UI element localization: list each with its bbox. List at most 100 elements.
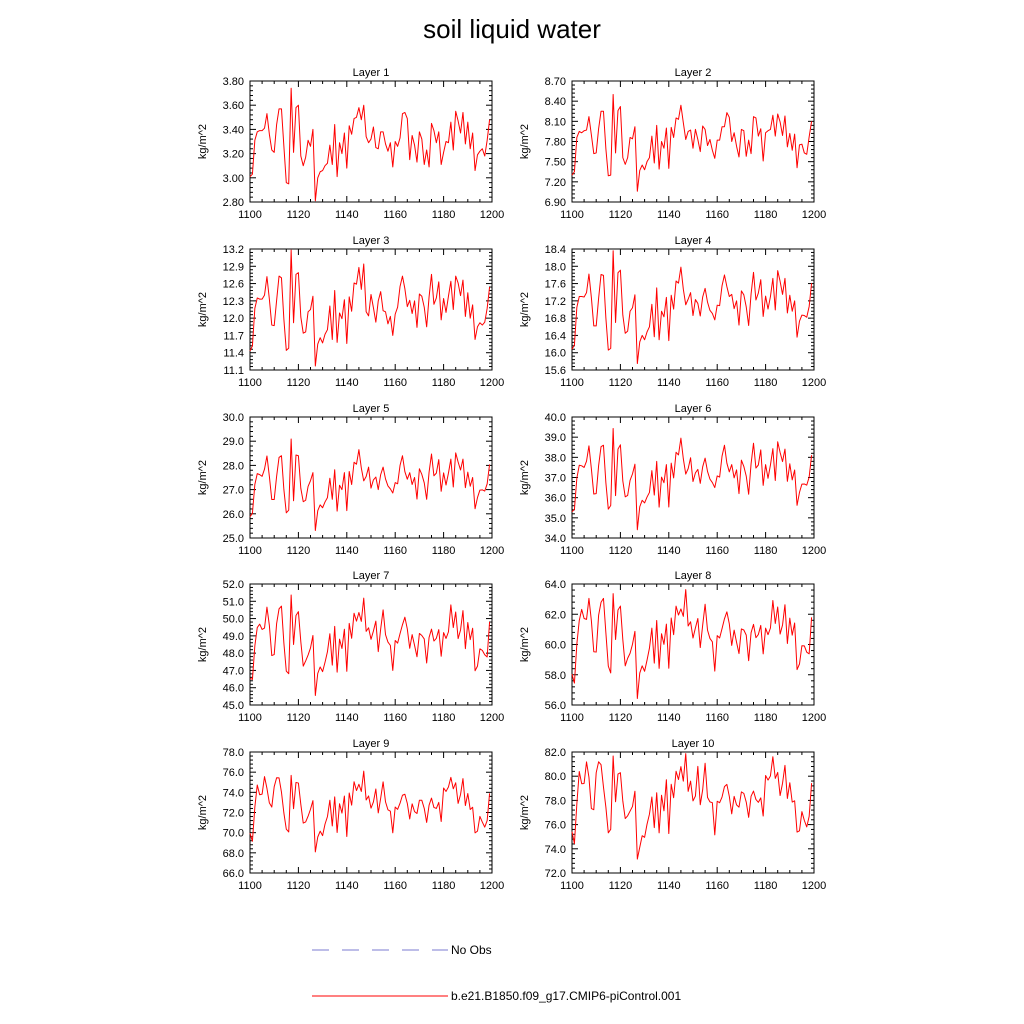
- y-tick-label: 6.90: [545, 197, 566, 209]
- x-tick-label: 1180: [432, 712, 456, 724]
- y-tick-label: 17.6: [545, 279, 566, 291]
- x-tick-label: 1140: [657, 377, 681, 389]
- x-tick-label: 1140: [657, 545, 681, 557]
- x-tick-label: 1200: [802, 377, 826, 389]
- y-tick-label: 72.0: [545, 868, 566, 880]
- series-line: [571, 589, 813, 699]
- x-tick-label: 1200: [802, 712, 826, 724]
- y-tick-label: 62.0: [545, 609, 566, 621]
- plot-frame: [571, 248, 815, 371]
- y-tick-label: 78.0: [545, 795, 566, 807]
- panel-title: Layer 2: [675, 67, 712, 79]
- legend: No Obs b.e21.B1850.f09_g17.CMIP6-piContro…: [312, 943, 681, 1003]
- x-tick-label: 1140: [657, 712, 681, 724]
- y-tick-label: 3.60: [223, 100, 244, 112]
- x-tick-label: 1140: [335, 377, 359, 389]
- x-tick-label: 1160: [705, 880, 729, 892]
- panel-title: Layer 7: [353, 570, 390, 582]
- y-tick-label: 11.1: [223, 365, 244, 377]
- y-axis-label: kg/m^2: [519, 627, 531, 662]
- y-tick-label: 72.0: [223, 808, 244, 820]
- y-tick-label: 7.80: [545, 137, 566, 149]
- plot-frame: [249, 751, 493, 874]
- x-tick-label: 1100: [238, 377, 262, 389]
- y-tick-label: 78.0: [223, 747, 244, 759]
- series-line: [571, 428, 813, 531]
- y-tick-label: 7.50: [545, 157, 566, 169]
- x-tick-label: 1100: [560, 545, 584, 557]
- x-tick-label: 1200: [802, 545, 826, 557]
- x-tick-label: 1180: [432, 209, 456, 221]
- x-tick-label: 1160: [383, 545, 407, 557]
- panel-title: Layer 9: [353, 738, 390, 750]
- x-tick-label: 1100: [238, 880, 262, 892]
- y-tick-label: 16.4: [545, 330, 566, 342]
- y-axis-label: kg/m^2: [519, 292, 531, 327]
- y-tick-label: 12.3: [223, 296, 244, 308]
- x-tick-label: 1200: [480, 377, 504, 389]
- y-tick-label: 48.0: [223, 648, 244, 660]
- series-line: [249, 438, 491, 531]
- y-tick-label: 12.6: [223, 279, 244, 291]
- x-tick-label: 1100: [560, 377, 584, 389]
- y-tick-label: 38.0: [545, 452, 566, 464]
- series-line: [249, 249, 491, 367]
- y-tick-label: 76.0: [223, 767, 244, 779]
- x-tick-label: 1200: [480, 712, 504, 724]
- y-axis-label: kg/m^2: [197, 627, 209, 662]
- y-tick-label: 3.80: [223, 76, 244, 88]
- x-tick-label: 1100: [238, 209, 262, 221]
- y-tick-label: 13.2: [223, 244, 244, 256]
- x-tick-label: 1140: [335, 545, 359, 557]
- panel-title: Layer 6: [675, 403, 712, 415]
- y-tick-label: 45.0: [223, 700, 244, 712]
- x-tick-label: 1160: [705, 209, 729, 221]
- plot-frame: [249, 248, 493, 371]
- y-tick-label: 70.0: [223, 828, 244, 840]
- series-line: [571, 753, 813, 860]
- x-tick-label: 1180: [432, 880, 456, 892]
- x-tick-label: 1140: [335, 712, 359, 724]
- x-tick-label: 1180: [432, 377, 456, 389]
- figure-title: soil liquid water: [423, 14, 601, 44]
- y-tick-label: 56.0: [545, 700, 566, 712]
- x-tick-label: 1120: [609, 377, 633, 389]
- y-tick-label: 2.80: [223, 197, 244, 209]
- y-tick-label: 36.0: [545, 493, 566, 505]
- x-tick-label: 1160: [705, 545, 729, 557]
- legend-label-no-obs: No Obs: [451, 943, 492, 957]
- x-tick-label: 1180: [754, 209, 778, 221]
- y-tick-label: 11.4: [223, 348, 244, 360]
- y-tick-label: 7.20: [545, 177, 566, 189]
- y-tick-label: 50.0: [223, 614, 244, 626]
- y-tick-label: 68.0: [223, 848, 244, 860]
- y-tick-label: 30.0: [223, 412, 244, 424]
- y-axis-label: kg/m^2: [519, 795, 531, 830]
- y-tick-label: 3.40: [223, 124, 244, 136]
- x-tick-label: 1100: [560, 209, 584, 221]
- y-tick-label: 11.7: [223, 330, 244, 342]
- x-tick-label: 1120: [287, 377, 311, 389]
- y-tick-label: 47.0: [223, 665, 244, 677]
- series-line: [571, 93, 813, 192]
- y-tick-label: 18.4: [545, 244, 566, 256]
- x-tick-label: 1160: [383, 880, 407, 892]
- panel-layer-10: Layer 10 1100 1120 1140 1160 1180 1200 72.0 74.0…: [519, 738, 826, 892]
- plot-frame: [571, 751, 815, 874]
- panel-layer-1: Layer 1 1100 1120 1140 1160 1180 1200 2.80 3.00 3…: [197, 67, 504, 221]
- y-tick-label: 40.0: [545, 412, 566, 424]
- y-axis-label: kg/m^2: [519, 460, 531, 495]
- x-tick-label: 1160: [705, 377, 729, 389]
- y-tick-label: 12.9: [223, 261, 244, 273]
- y-axis-label: kg/m^2: [197, 460, 209, 495]
- series-line: [571, 250, 813, 365]
- y-tick-label: 29.0: [223, 436, 244, 448]
- y-tick-label: 60.0: [545, 640, 566, 652]
- y-tick-label: 52.0: [223, 579, 244, 591]
- x-tick-label: 1160: [383, 377, 407, 389]
- y-tick-label: 46.0: [223, 683, 244, 695]
- y-tick-label: 8.10: [545, 116, 566, 128]
- x-tick-label: 1120: [609, 545, 633, 557]
